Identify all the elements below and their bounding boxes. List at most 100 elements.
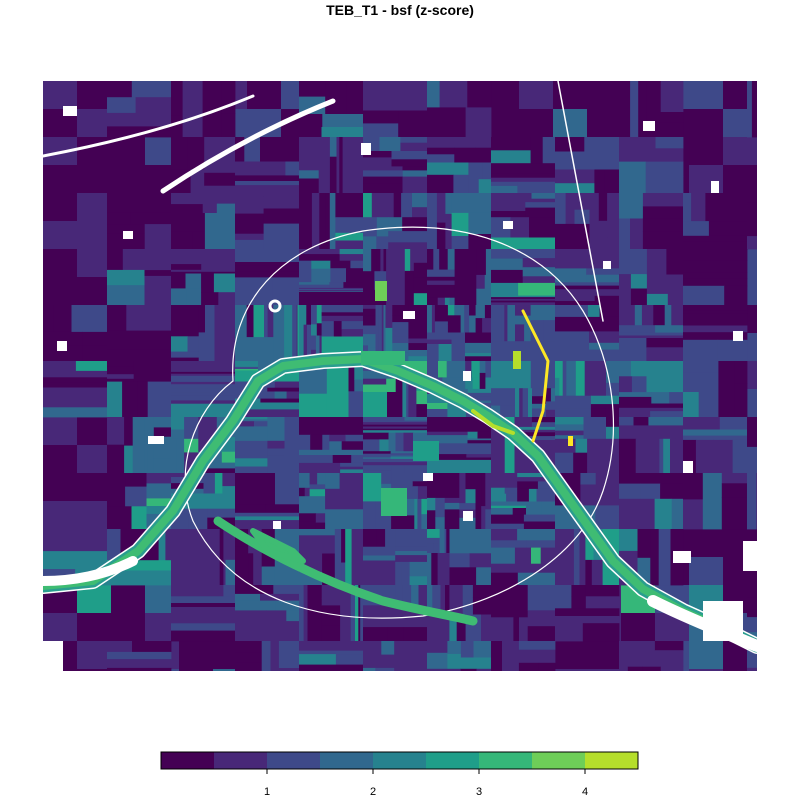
map-cell: [391, 465, 406, 474]
map-cell: [198, 332, 206, 362]
map-cell: [653, 305, 666, 326]
map-cell: [427, 142, 492, 148]
map-cell: [307, 324, 312, 362]
map-cell: [444, 297, 450, 306]
map-cell: [111, 137, 146, 166]
map-cell: [439, 249, 449, 270]
map-cell: [43, 193, 78, 222]
map-cell: [329, 156, 337, 194]
map-cell: [329, 282, 344, 289]
map-cell: [427, 510, 436, 530]
map-cell: [517, 529, 556, 541]
map-cell: [683, 325, 748, 333]
map-cell: [619, 81, 631, 138]
map-cell: [465, 489, 476, 504]
map-cell: [485, 473, 492, 510]
map-cell: [519, 81, 554, 110]
map-cell: [472, 377, 481, 390]
map-cell: [747, 236, 757, 250]
map-cell: [522, 388, 529, 418]
map-cell: [524, 324, 531, 342]
map-cell: [390, 451, 428, 454]
map-cell: [413, 249, 428, 264]
map-cell: [717, 339, 748, 362]
map-cell: [467, 388, 492, 394]
map-cell: [412, 486, 419, 500]
map-cell: [439, 81, 451, 108]
map-cell: [469, 315, 476, 333]
map-cell: [351, 455, 364, 464]
map-cell: [555, 408, 592, 418]
map-cell: [363, 473, 382, 502]
map-cell: [363, 378, 387, 385]
map-cell: [445, 585, 450, 618]
map-cell: [530, 137, 544, 164]
map-cell: [591, 559, 603, 586]
map-cell: [375, 305, 379, 362]
map-cell: [299, 513, 317, 522]
map-cell: [491, 163, 556, 175]
map-cell: [402, 166, 428, 171]
map-cell: [523, 514, 556, 522]
map-cell: [555, 417, 584, 425]
map-cell: [465, 473, 476, 490]
map-cell: [427, 193, 438, 250]
map-cell: [171, 231, 193, 250]
map-cell: [589, 331, 620, 344]
map-cell: [585, 585, 620, 597]
map-cell: [345, 529, 352, 586]
map-cell: [536, 488, 556, 502]
map-cell: [427, 443, 492, 455]
map-cell: [363, 465, 392, 471]
map-cell: [303, 585, 308, 642]
map-cell: [651, 392, 670, 404]
nodata-hole-18: [273, 521, 281, 529]
legend-tick-label-3: 3: [476, 786, 482, 798]
map-cell: [416, 410, 428, 418]
map-cell: [491, 508, 514, 515]
map-cell: [340, 585, 352, 642]
map-cell: [650, 529, 660, 586]
map-cell: [619, 305, 636, 318]
map-cell: [491, 641, 503, 671]
map-cell: [491, 405, 501, 418]
map-cell: [555, 151, 620, 170]
map-cell: [515, 388, 520, 418]
map-cell: [619, 396, 652, 404]
map-cell: [582, 529, 586, 586]
map-cell: [326, 361, 349, 418]
map-cell: [235, 239, 264, 250]
map-cell: [702, 473, 723, 530]
map-cell: [171, 392, 236, 396]
map-cell: [747, 473, 757, 530]
map-cell: [417, 498, 422, 530]
map-cell: [307, 613, 323, 642]
map-cell: [186, 288, 202, 306]
map-cell: [671, 305, 684, 326]
map-cell: [521, 302, 556, 306]
map-cell: [747, 617, 757, 633]
map-cell: [531, 193, 556, 200]
map-cell: [447, 162, 469, 176]
map-cell: [285, 161, 300, 176]
map-cell: [705, 193, 748, 207]
map-cell: [235, 621, 300, 642]
map-cell: [43, 417, 78, 446]
map-cell: [491, 514, 525, 525]
map-cell: [427, 249, 434, 270]
highlight-lime-1: [513, 351, 521, 369]
map-cell: [284, 417, 300, 474]
map-cell: [222, 473, 236, 487]
map-cell: [235, 473, 276, 505]
map-cell: [363, 334, 369, 346]
map-cell: [381, 641, 395, 655]
map-cell: [642, 666, 661, 671]
map-cell: [374, 271, 381, 291]
map-cell: [400, 142, 428, 152]
map-cell: [317, 473, 326, 485]
map-cell: [107, 233, 146, 250]
map-cell: [350, 585, 356, 642]
map-cell: [408, 305, 428, 339]
nodata-hole-16: [123, 231, 133, 239]
map-cell: [619, 148, 684, 162]
